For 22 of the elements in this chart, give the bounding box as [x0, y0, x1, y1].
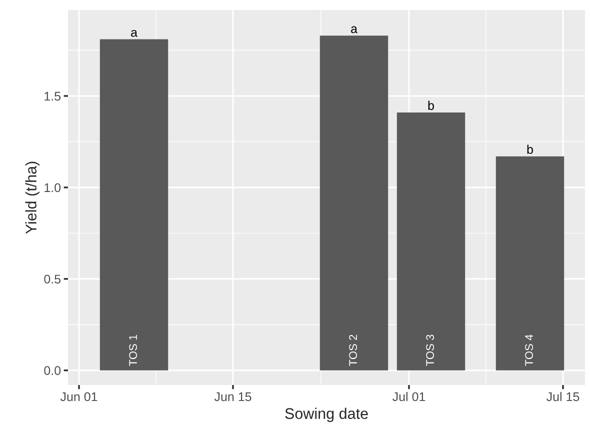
bar — [100, 39, 168, 370]
bar — [496, 156, 564, 370]
x-tick-label: Jul 15 — [546, 392, 580, 402]
annotation: a — [131, 30, 138, 37]
annotation: b — [428, 100, 434, 110]
x-tick-label: Jul 01 — [392, 392, 426, 402]
x-tick-label: Jun 15 — [214, 392, 252, 402]
y-axis-title: Yield (t/ha) — [25, 162, 40, 234]
y-tick-label: 1.5 — [44, 92, 61, 101]
annotation: a — [351, 26, 358, 34]
annotation: b — [527, 144, 533, 154]
annotation: TOS 4 — [525, 334, 533, 366]
bar — [320, 36, 388, 370]
y-tick-label: 1.0 — [44, 183, 61, 192]
annotation: TOS 1 — [129, 334, 137, 366]
y-tick-label: 0.5 — [44, 274, 61, 284]
x-axis-title: Sowing date — [285, 408, 368, 422]
annotation: TOS 2 — [349, 334, 357, 366]
x-tick-label: Jun 01 — [60, 392, 98, 402]
annotation: TOS 3 — [426, 334, 434, 366]
y-tick-label: 0.0 — [44, 366, 61, 376]
bar — [396, 112, 466, 370]
